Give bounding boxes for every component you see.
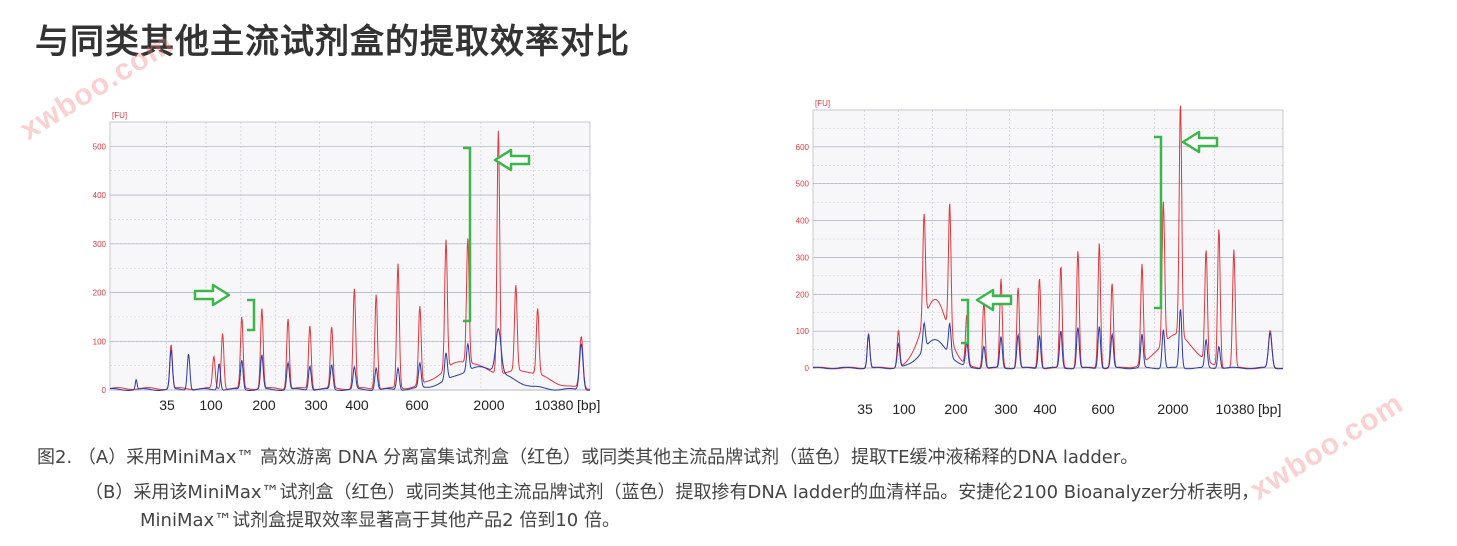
y-tick-label: 400 [796,217,810,226]
x-tick-label: 300 [994,401,1018,417]
x-tick-label: 2000 [473,397,504,413]
chart-a-svg: 0 100 200 300 400 500 [FU] 35 100 200 300 400 600 200… [93,111,601,413]
x-tick-label: 600 [1091,401,1115,417]
y-tick-label: 100 [93,337,107,346]
x-tick-label: 300 [304,397,328,413]
x-tick-label: 200 [252,397,276,413]
x-tick-label: 10380 [1216,401,1255,417]
y-tick-label: 600 [796,143,810,152]
y-tick-label: 100 [796,327,810,336]
page-title: 与同类其他主流试剂盒的提取效率对比 [35,22,630,62]
y-tick-label: 200 [796,290,810,299]
y-tick-label: 400 [93,191,107,200]
caption-line-2: （B）采用该MiniMax™试剂盒（红色）或同类其他主流品牌试剂（蓝色）提取掺有… [85,482,1260,503]
caption-line-3: MiniMax™试剂盒提取效率显著高于其他产品2 倍到10 倍。 [140,510,620,531]
chart-b-svg: 0 100 200 300 400 500 600 [FU] 35 100 200 300 400 600… [796,99,1284,417]
y-tick-label: 500 [796,180,810,189]
x-tick-label: 100 [892,401,916,417]
y-tick-label: 200 [93,289,107,298]
x-tick-label: 35 [857,401,873,417]
y-tick-label: 0 [805,364,810,373]
caption-line-1: 图2. （A）采用MiniMax™ 高效游离 DNA 分离富集试剂盒（红色）或同… [37,447,1139,468]
annotation-arrow [193,283,231,307]
x-tick-label: 2000 [1157,401,1188,417]
x-tick-label: 600 [405,397,429,413]
y-tick-label: 300 [93,240,107,249]
y-unit-label: [FU] [112,111,127,120]
y-tick-label: 0 [102,386,107,395]
series-line-other-blue [812,309,1283,370]
x-unit-label: [bp] [577,397,600,413]
annotation-bracket [463,146,472,323]
y-unit-label: [FU] [815,99,830,108]
x-tick-label: 400 [345,397,369,413]
annotation-bracket [961,298,970,345]
annotation-arrow [975,288,1013,312]
chart-panel-a: 0 100 200 300 400 500 [FU] 35 100 200 300 400 600 200… [80,111,610,422]
annotation-arrow [1181,130,1219,154]
y-tick-label: 500 [93,142,107,151]
x-tick-label: 10380 [535,397,574,413]
y-tick-label: 300 [796,253,810,262]
x-tick-label: 35 [159,397,175,413]
annotation-bracket [247,298,256,332]
x-unit-label: [bp] [1258,401,1281,417]
x-tick-label: 400 [1033,401,1057,417]
series-line-other-blue [109,327,591,391]
chart-panel-b: 0 100 200 300 400 500 600 [FU] 35 100 200 300 400 600… [775,99,1295,425]
x-tick-label: 100 [199,397,223,413]
annotation-arrow [493,148,531,172]
x-tick-label: 200 [944,401,968,417]
annotation-bracket [1154,135,1163,310]
plot-area [812,109,1284,369]
